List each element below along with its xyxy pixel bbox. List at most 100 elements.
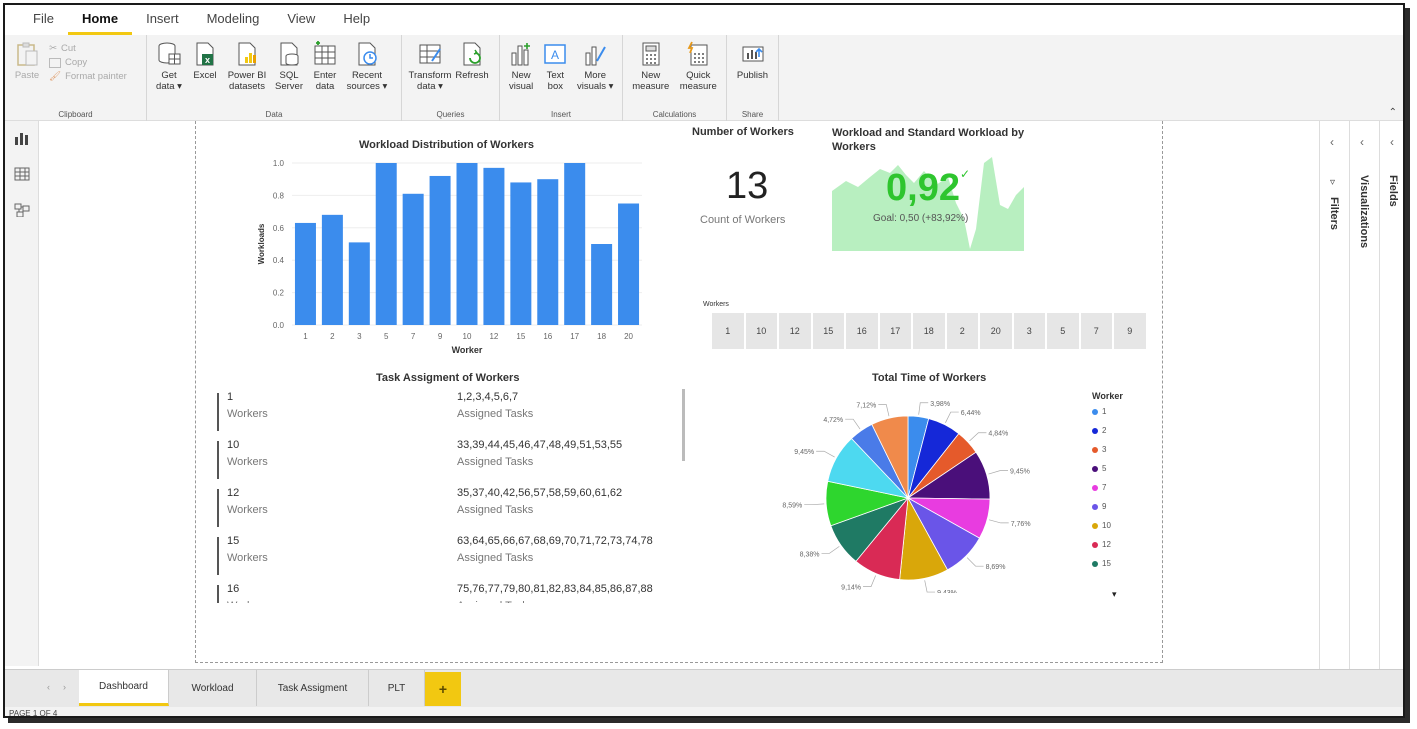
publish-button[interactable]: Publish: [733, 39, 772, 121]
more-visuals-button[interactable]: More visuals ▾: [574, 39, 616, 121]
legend-label: 9: [1102, 502, 1107, 511]
bar[interactable]: [456, 163, 478, 325]
refresh-button[interactable]: Refresh: [455, 39, 489, 121]
data-view-icon[interactable]: [14, 167, 30, 181]
bar[interactable]: [591, 244, 613, 325]
legend-marker: [1092, 522, 1098, 529]
tab-prev-icon[interactable]: ‹: [47, 682, 50, 692]
pie-slice[interactable]: [871, 415, 909, 499]
tab-workload[interactable]: Workload: [169, 670, 257, 706]
quick-measure-icon: [687, 41, 708, 66]
task-table-scrollbar[interactable]: [682, 389, 685, 461]
bar[interactable]: [321, 214, 343, 325]
total-time-pie-chart[interactable]: 3,98% 6,44% 4,84% 9,45% 7,76% 8,69% 9,43% 9,14%…: [766, 393, 1066, 593]
slicer-chip[interactable]: 18: [913, 313, 945, 349]
bar[interactable]: [429, 175, 451, 325]
cut-button[interactable]: ✂ Cut: [49, 43, 127, 54]
legend-item[interactable]: 1: [1092, 407, 1106, 416]
legend-item[interactable]: 3: [1092, 445, 1106, 454]
table-row[interactable]: 1 Workers 1,2,3,4,5,6,7 Assigned Tasks: [217, 391, 687, 435]
new-visual-button[interactable]: New visual: [506, 39, 536, 121]
format-painter-button[interactable]: 🖌 Format painter: [49, 71, 127, 82]
add-page-button[interactable]: +: [425, 672, 461, 706]
recent-sources-button[interactable]: Recent sources ▾: [345, 39, 389, 121]
slicer-chip[interactable]: 2: [946, 313, 978, 349]
bar[interactable]: [510, 182, 532, 325]
bar[interactable]: [618, 203, 640, 326]
slicer-chip[interactable]: 16: [846, 313, 878, 349]
legend-more-icon[interactable]: ▾: [1112, 589, 1117, 599]
text-box-button[interactable]: A Text box: [540, 39, 570, 121]
excel-button[interactable]: x Excel: [189, 39, 221, 121]
pie-data-label: 7,76%: [1011, 521, 1031, 528]
tab-plt[interactable]: PLT: [369, 670, 425, 706]
menu-view[interactable]: View: [287, 11, 316, 26]
slicer-chip[interactable]: 20: [980, 313, 1012, 349]
pie-data-label: 4,84%: [988, 431, 1008, 438]
legend-label: 7: [1102, 483, 1107, 492]
slicer-chip[interactable]: 12: [779, 313, 811, 349]
filters-pane-title[interactable]: Filters: [1328, 197, 1340, 231]
menu-file[interactable]: File: [33, 11, 54, 26]
share-group-label: Share: [741, 110, 764, 119]
get-data-button[interactable]: Get data ▾: [153, 39, 185, 121]
legend-item[interactable]: 5: [1092, 464, 1106, 473]
transform-data-button[interactable]: Transform data ▾: [408, 39, 452, 121]
slicer-chip[interactable]: 7: [1080, 313, 1112, 349]
slicer-chip[interactable]: 5: [1047, 313, 1079, 349]
table-row[interactable]: 10 Workers 33,39,44,45,46,47,48,49,51,53,5…: [217, 439, 687, 483]
y-axis-label: Workloads: [257, 223, 266, 264]
bar[interactable]: [537, 179, 559, 325]
fields-collapse-icon[interactable]: ‹: [1390, 135, 1394, 149]
menu-modeling[interactable]: Modeling: [206, 11, 260, 26]
quick-measure-button[interactable]: Quick measure: [677, 39, 721, 121]
slicer-chip[interactable]: 3: [1013, 313, 1045, 349]
gauge-area-chart[interactable]: [832, 157, 1024, 251]
bar[interactable]: [375, 163, 397, 325]
copy-button[interactable]: Copy: [49, 57, 127, 68]
menu-help[interactable]: Help: [343, 11, 371, 26]
workload-bar-chart[interactable]: 0.00.20.40.60.81.01 2 3 5 7 9 10 12 15 16 17 18 20Wo…: [252, 153, 652, 358]
filters-collapse-icon[interactable]: ‹: [1330, 135, 1334, 149]
model-view-icon[interactable]: [14, 203, 30, 217]
tab-next-icon[interactable]: ›: [63, 682, 66, 692]
bar[interactable]: [294, 222, 316, 325]
legend-marker: [1092, 408, 1098, 415]
fields-pane-title[interactable]: Fields: [1387, 175, 1399, 207]
legend-item[interactable]: 12: [1092, 540, 1111, 549]
table-row[interactable]: 12 Workers 35,37,40,42,56,57,58,59,60,61,6…: [217, 487, 687, 531]
legend-item[interactable]: 7: [1092, 483, 1106, 492]
legend-item[interactable]: 2: [1092, 426, 1106, 435]
legend-item[interactable]: 10: [1092, 521, 1111, 530]
menu-home[interactable]: Home: [67, 5, 133, 35]
visualizations-collapse-icon[interactable]: ‹: [1360, 135, 1364, 149]
bar[interactable]: [348, 242, 370, 325]
bar[interactable]: [564, 163, 586, 325]
bar[interactable]: [483, 167, 505, 325]
scissors-icon: ✂: [49, 43, 57, 54]
collapse-ribbon-icon[interactable]: ⌃: [1388, 107, 1397, 118]
bar[interactable]: [402, 193, 424, 325]
tab-task-assigment[interactable]: Task Assigment: [257, 670, 369, 706]
x-tick-label: 20: [624, 332, 633, 341]
table-row[interactable]: 15 Workers 63,64,65,66,67,68,69,70,71,72,7…: [217, 535, 687, 579]
menu-insert[interactable]: Insert: [146, 11, 179, 26]
table-row[interactable]: 16 Workers 75,76,77,79,80,81,82,83,84,85,8…: [217, 583, 687, 603]
slicer-chip[interactable]: 15: [812, 313, 844, 349]
legend-item[interactable]: 9: [1092, 502, 1106, 511]
visualizations-pane-title[interactable]: Visualizations: [1358, 175, 1370, 249]
power-bi-datasets-button[interactable]: Power BI datasets: [225, 39, 269, 121]
legend-item[interactable]: 15: [1092, 559, 1111, 568]
worker-id: 16: [227, 583, 240, 595]
slicer-chip[interactable]: 10: [745, 313, 777, 349]
tab-dashboard[interactable]: Dashboard: [79, 670, 169, 706]
data-group: Get data ▾ x Excel Power BI datasets: [147, 35, 402, 121]
enter-data-button[interactable]: Enter data: [309, 39, 341, 121]
report-view-icon[interactable]: [14, 131, 30, 145]
slicer-chip[interactable]: 1: [712, 313, 744, 349]
sql-server-button[interactable]: SQL Server: [273, 39, 305, 121]
new-measure-button[interactable]: New measure: [629, 39, 673, 121]
paste-button[interactable]: Paste: [11, 39, 43, 121]
slicer-chip[interactable]: 9: [1114, 313, 1146, 349]
slicer-chip[interactable]: 17: [879, 313, 911, 349]
